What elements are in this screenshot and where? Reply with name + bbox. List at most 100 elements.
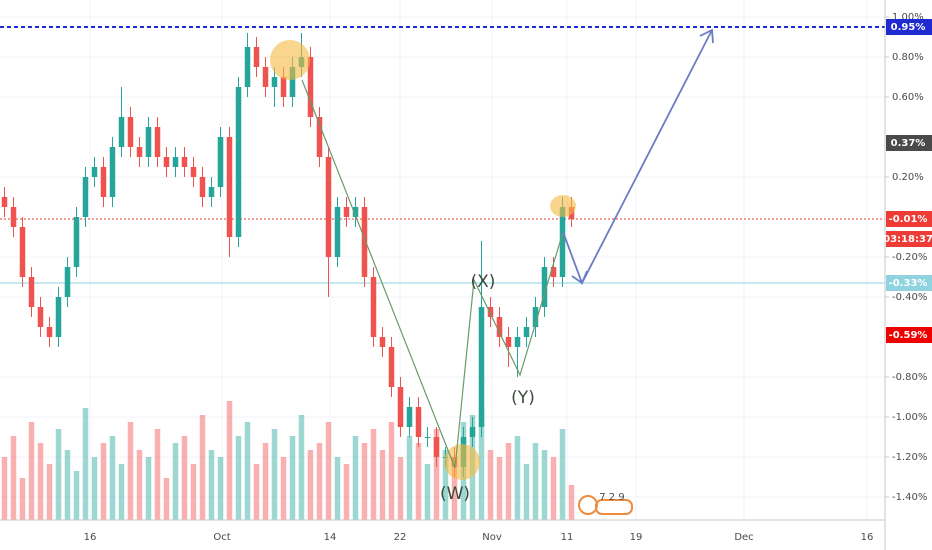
- volume-bar: [181, 436, 188, 520]
- volume-bar: [109, 436, 116, 520]
- volume-bar: [118, 464, 125, 520]
- y-tick-label: -0.20%: [892, 252, 927, 263]
- candle-body: [496, 317, 503, 337]
- candle-body: [271, 77, 278, 87]
- candle-body: [163, 157, 170, 167]
- candle-body: [541, 267, 548, 307]
- candle-body: [172, 157, 179, 167]
- volume-bar: [478, 408, 485, 520]
- x-tick-label: 16: [861, 532, 874, 543]
- volume-bar: [559, 429, 566, 520]
- y-axis: 16 Oct 14 22 Nov 11 19 Dec 16 1.00% 0.80% 0.60% 0.20…: [84, 12, 932, 543]
- candle-body: [46, 327, 53, 337]
- volume-bar: [82, 408, 89, 520]
- candle-body: [100, 167, 107, 197]
- candle-body: [109, 147, 116, 197]
- countdown-label: 03:18:37: [883, 234, 932, 245]
- volume-bar: [37, 443, 44, 520]
- volume-bar: [217, 457, 224, 520]
- price-badge: [886, 135, 932, 151]
- candle-body: [217, 137, 224, 187]
- events-label: 7 2 9: [599, 492, 624, 503]
- candle-body: [415, 407, 422, 437]
- volume-bar: [487, 450, 494, 520]
- volume-bar: [262, 443, 269, 520]
- candle-body: [208, 187, 215, 197]
- candle-body: [352, 207, 359, 217]
- candle-body: [55, 297, 62, 337]
- volume-bar: [127, 422, 134, 520]
- price-badge: [886, 211, 932, 227]
- candle-body: [334, 207, 341, 257]
- arrow-head: [699, 28, 714, 44]
- volume-bar: [352, 436, 359, 520]
- volume-bar: [100, 443, 107, 520]
- candle-body: [64, 267, 71, 297]
- volume-bar: [298, 415, 305, 520]
- x-tick-label: 22: [394, 532, 407, 543]
- candle-body: [397, 387, 404, 427]
- candle-body: [118, 117, 125, 147]
- volume-bar: [397, 457, 404, 520]
- volume-bar: [361, 443, 368, 520]
- volume-bar: [514, 436, 521, 520]
- volume-bar: [415, 443, 422, 520]
- candles: [1, 33, 575, 477]
- candle-body: [226, 137, 233, 237]
- price-lines: [0, 26, 885, 284]
- candle-body: [289, 67, 296, 97]
- candle-body: [82, 177, 89, 217]
- candle-body: [127, 117, 134, 147]
- candle-body: [91, 167, 98, 177]
- volume-bar: [73, 471, 80, 520]
- volume: [1, 401, 575, 520]
- candle-body: [379, 337, 386, 347]
- candle-body: [1, 197, 8, 207]
- candle-body: [388, 347, 395, 387]
- x-tick-label: 19: [630, 532, 643, 543]
- x-tick-label: Nov: [482, 532, 502, 543]
- volume-bar: [388, 422, 395, 520]
- highlight: [270, 40, 310, 80]
- volume-bar: [208, 450, 215, 520]
- candle-body: [19, 227, 26, 277]
- candle-body: [325, 157, 332, 257]
- wave-label: (W): [440, 484, 470, 504]
- volume-bar: [19, 478, 26, 520]
- highlight: [444, 444, 480, 480]
- volume-bar: [226, 401, 233, 520]
- candle-body: [10, 207, 17, 227]
- candle-body: [199, 177, 206, 197]
- volume-bar: [334, 457, 341, 520]
- price-badge: [886, 327, 932, 343]
- candle-body: [253, 47, 260, 67]
- price-badge-label: 0.95%: [891, 22, 926, 33]
- volume-bar: [55, 429, 62, 520]
- x-tick-label: 11: [561, 532, 574, 543]
- y-tick-label: 0.80%: [892, 52, 924, 63]
- candle-body: [370, 277, 377, 337]
- volume-bar: [271, 429, 278, 520]
- y-tick-label: -0.40%: [892, 292, 927, 303]
- volume-bar: [316, 443, 323, 520]
- candle-body: [487, 307, 494, 317]
- volume-bar: [523, 464, 530, 520]
- volume-bar: [163, 478, 170, 520]
- candle-body: [478, 307, 485, 427]
- volume-bar: [532, 443, 539, 520]
- wave-label: (X): [471, 272, 496, 292]
- wave-label: (Y): [511, 388, 535, 408]
- candle-body: [307, 57, 314, 117]
- volume-bar: [136, 450, 143, 520]
- candle-body: [181, 157, 188, 167]
- candle-body: [280, 77, 287, 97]
- volume-bar: [145, 457, 152, 520]
- volume-bar: [343, 464, 350, 520]
- x-tick-label: Oct: [213, 532, 230, 543]
- volume-bar: [442, 450, 449, 520]
- y-tick-label: 0.60%: [892, 92, 924, 103]
- candle-body: [136, 147, 143, 157]
- candle-body: [514, 337, 521, 347]
- price-badge-label: 0.37%: [891, 138, 926, 149]
- y-tick-label: -0.80%: [892, 372, 927, 383]
